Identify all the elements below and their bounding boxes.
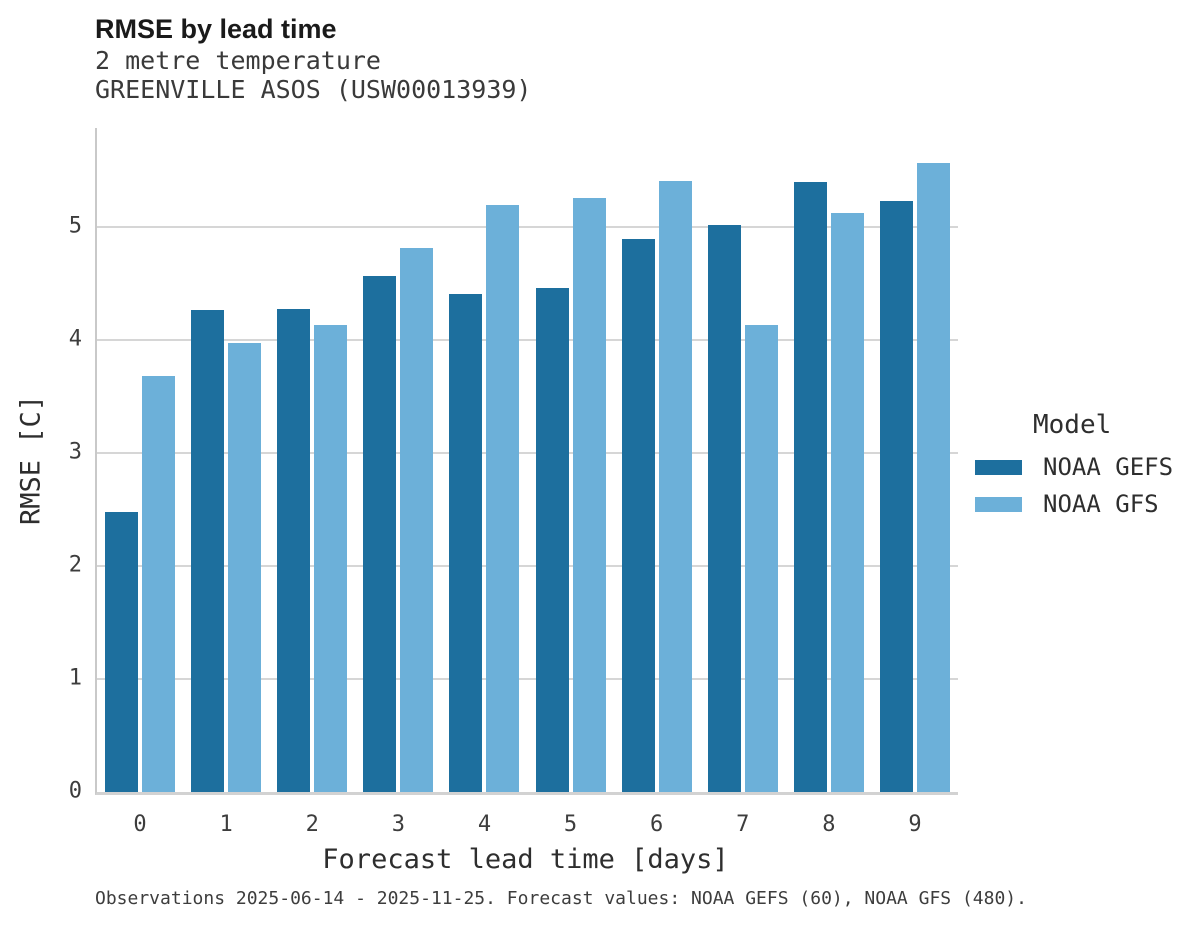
y-tick-label-4: 4	[68, 326, 82, 352]
x-tick-label-1: 1	[219, 812, 233, 837]
x-tick-label-4: 4	[477, 812, 492, 837]
x-tick-label-3: 3	[391, 812, 405, 837]
y-tick-label-2: 2	[68, 552, 82, 578]
gridline-y-2	[97, 565, 958, 568]
bar-noaa-gefs-lead-8	[793, 182, 827, 792]
bar-noaa-gfs-lead-6	[658, 181, 692, 792]
bar-noaa-gefs-lead-9	[879, 201, 913, 792]
x-tick-label-8: 8	[822, 812, 836, 837]
x-tick-label-0: 0	[133, 812, 147, 837]
gridline-y-3	[97, 452, 958, 455]
y-tick-label-0: 0	[68, 778, 82, 804]
bar-noaa-gfs-lead-0	[142, 376, 176, 792]
y-axis-title: RMSE [C]	[15, 394, 47, 526]
x-tick-label-6: 6	[650, 812, 664, 837]
legend-item-noaa-gfs: NOAA GFS	[975, 490, 1173, 518]
x-tick-label-9: 9	[908, 812, 922, 837]
bar-noaa-gfs-lead-2	[314, 324, 348, 792]
x-tick-label-7: 7	[736, 812, 750, 837]
gridline-y-5	[97, 226, 958, 229]
legend: Model NOAA GEFS NOAA GFS	[975, 410, 1173, 527]
chart-subtitle-station: GREENVILLE ASOS (USW00013939)	[95, 75, 532, 104]
bar-noaa-gefs-lead-2	[277, 308, 311, 792]
x-tick-label-2: 2	[305, 812, 319, 837]
footnote: Observations 2025-06-14 - 2025-11-25. Fo…	[95, 888, 1027, 909]
chart-subtitle-variable: 2 metre temperature	[95, 46, 381, 75]
bar-noaa-gfs-lead-7	[744, 324, 778, 792]
bar-noaa-gfs-lead-5	[572, 198, 606, 792]
x-tick-label-5: 5	[563, 812, 578, 837]
gridline-y-1	[97, 678, 958, 681]
bar-noaa-gfs-lead-4	[486, 204, 520, 792]
bar-noaa-gfs-lead-9	[916, 163, 950, 792]
legend-title: Model	[1033, 410, 1112, 440]
bar-noaa-gefs-lead-6	[621, 238, 655, 792]
plot-area: 0 1 2 3 4 5 0 1 2 3 4 5 6 7 8 9	[69, 128, 958, 837]
bar-noaa-gefs-lead-7	[707, 225, 741, 792]
legend-item-noaa-gefs: NOAA GEFS	[975, 453, 1173, 481]
y-tick-label-5: 5	[68, 213, 82, 239]
bar-noaa-gfs-lead-1	[228, 342, 262, 792]
bar-noaa-gfs-lead-3	[400, 247, 434, 792]
bar-noaa-gefs-lead-5	[535, 288, 569, 792]
y-tick-label-1: 1	[68, 665, 82, 691]
gridline-y-4	[97, 339, 958, 342]
x-axis-title: Forecast lead time [days]	[322, 844, 729, 875]
bar-noaa-gfs-lead-8	[830, 212, 864, 792]
chart-header: RMSE by lead time 2 metre temperature GR…	[95, 12, 532, 104]
bar-noaa-gefs-lead-0	[105, 511, 139, 792]
legend-swatch-noaa-gfs	[975, 496, 1022, 512]
bar-noaa-gefs-lead-4	[449, 294, 483, 792]
bar-noaa-gefs-lead-3	[363, 275, 397, 792]
bar-noaa-gefs-lead-1	[191, 309, 225, 792]
legend-swatch-noaa-gefs	[975, 459, 1022, 475]
legend-label-noaa-gefs: NOAA GEFS	[1043, 453, 1174, 481]
y-tick-label-3: 3	[68, 439, 82, 465]
chart-title: RMSE by lead time	[95, 14, 337, 44]
legend-label-noaa-gfs: NOAA GFS	[1043, 490, 1159, 518]
